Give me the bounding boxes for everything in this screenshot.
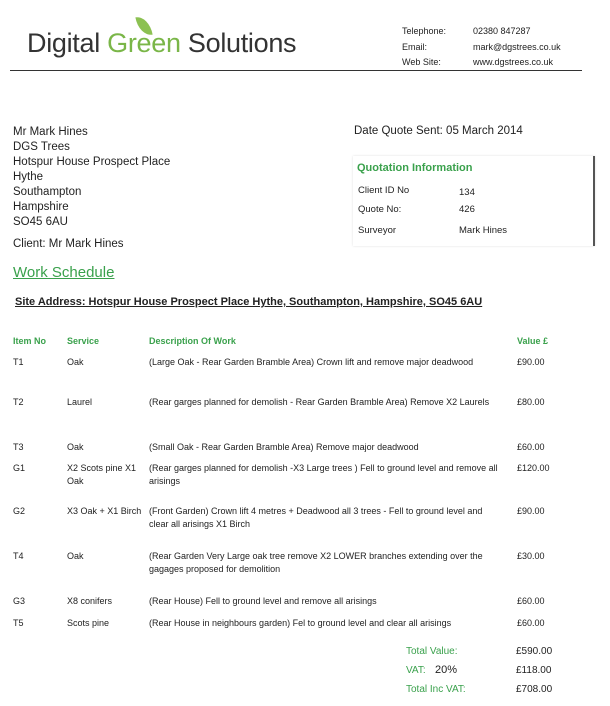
row-service: Scots pine: [67, 618, 110, 628]
row-description: (Small Oak - Rear Garden Bramble Area) R…: [149, 442, 419, 452]
address-line: DGS Trees: [13, 141, 70, 153]
surveyor-label: Surveyor: [358, 225, 397, 236]
telephone-label: Telephone:: [402, 26, 447, 36]
row-value: £60.00: [517, 618, 545, 628]
row-service: Oak: [67, 442, 84, 452]
client-line: Client: Mr Mark Hines: [13, 238, 124, 250]
row-value: £120.00: [517, 463, 550, 473]
header-divider: [10, 70, 582, 71]
row-value: £60.00: [517, 442, 545, 452]
address-line: SO45 6AU: [13, 216, 68, 228]
row-item-no: T1: [13, 357, 24, 367]
logo-text-1: Digital: [27, 28, 108, 58]
row-item-no: G3: [13, 596, 26, 606]
address-line: Hotspur House Prospect Place: [13, 156, 171, 168]
row-description: (Rear House in neighbours garden) Fel to…: [149, 618, 452, 628]
row-service: X8 conifers: [67, 596, 113, 606]
row-item-no: G1: [13, 463, 26, 473]
work-schedule-title: Work Schedule: [13, 264, 115, 281]
row-service: Laurel: [67, 397, 93, 407]
site-address: Site Address: Hotspur House Prospect Pla…: [15, 296, 483, 308]
row-value: £60.00: [517, 596, 545, 606]
address-line: Hythe: [13, 171, 44, 183]
header-description: Description Of Work: [149, 336, 236, 346]
row-item-no: T3: [13, 442, 24, 452]
row-value: £90.00: [517, 357, 545, 367]
quote-no-value: 426: [459, 204, 475, 215]
row-item-no: G2: [13, 506, 26, 516]
client-address: Mr Mark Hines DGS Trees Hotspur House Pr…: [13, 125, 170, 230]
row-service: X3 Oak + X1 Birch: [67, 506, 142, 516]
total-label: Total Value:: [406, 646, 458, 657]
address-line: Southampton: [13, 186, 82, 198]
row-value: £30.00: [517, 551, 545, 561]
total-inc-vat-value: £708.00: [516, 684, 553, 695]
header-value: Value £: [517, 336, 549, 346]
row-description: (Rear garges planned for demolish -X3 La…: [149, 463, 498, 486]
surveyor-value: Mark Hines: [459, 225, 508, 236]
row-description: (Rear Garden Very Large oak tree remove …: [149, 551, 483, 574]
header-item-no: Item No: [13, 336, 47, 346]
company-logo: Digital Green Solutions: [27, 28, 297, 59]
vat-value: £118.00: [516, 665, 552, 676]
row-item-no: T5: [13, 618, 24, 628]
row-service: Oak: [67, 551, 84, 561]
row-item-no: T2: [13, 397, 24, 407]
vat-rate: 20%: [435, 664, 458, 676]
quote-no-label: Quote No:: [358, 204, 402, 215]
row-service: X2 Scots pine X1 Oak: [67, 463, 137, 486]
row-value: £80.00: [517, 397, 545, 407]
date-quote-sent: Date Quote Sent: 05 March 2014: [354, 125, 523, 137]
email-value[interactable]: mark@dgstrees.co.uk: [473, 41, 561, 52]
telephone-value: 02380 847287: [473, 26, 531, 36]
vat-label: VAT:: [406, 665, 426, 676]
total-value: £590.00: [516, 646, 553, 657]
client-id-label: Client ID No: [358, 185, 410, 196]
quotation-title: Quotation Information: [357, 162, 473, 174]
contact-info: Telephone: 02380 847287 Email: mark@dgstre…: [402, 24, 561, 71]
website-label: Web Site:: [402, 57, 441, 67]
row-description: (Large Oak - Rear Garden Bramble Area) C…: [149, 357, 474, 367]
row-service: Oak: [67, 357, 84, 367]
address-line: Mr Mark Hines: [13, 126, 88, 138]
email-label: Email:: [402, 41, 428, 52]
row-description: (Rear House) Fell to ground level and re…: [149, 596, 377, 606]
quotation-info-box: Quotation Information Client ID No 134 Q…: [353, 156, 595, 246]
logo-text-2: Green: [107, 28, 181, 58]
client-id-value: 134: [459, 187, 475, 198]
row-description: (Front Garden) Crown lift 4 metres + Dea…: [149, 506, 483, 529]
logo-text-3: Solutions: [180, 28, 297, 58]
header-service: Service: [67, 336, 100, 346]
row-item-no: T4: [13, 551, 24, 561]
address-line: Hampshire: [13, 201, 69, 213]
row-description: (Rear garges planned for demolish - Rear…: [149, 397, 490, 407]
website-value[interactable]: www.dgstrees.co.uk: [473, 57, 554, 67]
total-inc-vat-label: Total Inc VAT:: [406, 684, 466, 695]
row-value: £90.00: [517, 506, 545, 516]
